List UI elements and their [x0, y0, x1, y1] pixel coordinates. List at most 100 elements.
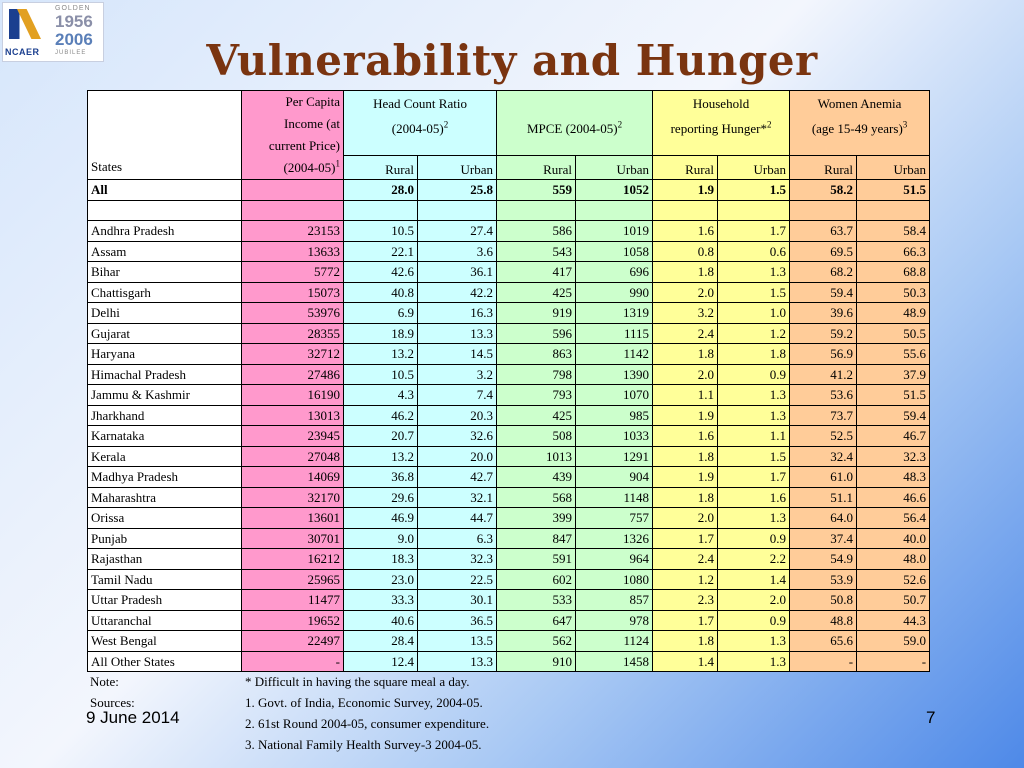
table-row: Kerala 27048 13.2 20.0 1013 1291 1.8 1.5 32.4 32.…	[87, 445, 931, 467]
cell-hh-urban: 2.2	[717, 548, 791, 570]
cell-wa-rural: 69.5	[789, 240, 858, 262]
table-row: Orissa 13601 46.9 44.7 399 757 2.0 1.3 64.0 56.4	[87, 507, 931, 529]
cell-pci: 13633	[241, 240, 344, 262]
cell-hcr-rural: 4.3	[343, 384, 418, 406]
cell-mpce-rural: 1013	[496, 445, 577, 467]
cell-wa-urban: 56.4	[856, 507, 931, 529]
all-hh-urban: 1.5	[717, 179, 791, 201]
cell-hcr-rural: 46.2	[343, 404, 418, 426]
slide-page-number: 7	[926, 708, 936, 727]
cell-hh-rural: 1.8	[652, 445, 719, 467]
cell-hh-rural: 0.8	[652, 240, 719, 262]
cell-hcr-urban: 42.7	[416, 466, 498, 488]
cell-mpce-urban: 1291	[575, 445, 654, 467]
logo-brand: NCAER	[5, 47, 40, 57]
cell-mpce-urban: 964	[575, 548, 654, 570]
table-row: Delhi 53976 6.9 16.3 919 1319 3.2 1.0 39.6 48.9	[87, 302, 931, 324]
cell-hh-urban: 1.5	[717, 281, 791, 303]
cell-hh-rural: 2.0	[652, 281, 719, 303]
cell-hcr-urban: 3.6	[416, 240, 498, 262]
cell-mpce-rural: 417	[496, 261, 577, 283]
cell-mpce-urban: 757	[575, 507, 654, 529]
cell-wa-rural: 48.8	[789, 609, 858, 631]
table-row: All Other States -12.4 13.3 910 1458 1.4 1.3- -	[87, 650, 931, 672]
cell-wa-rural: 68.2	[789, 261, 858, 283]
cell-wa-urban: 52.6	[856, 568, 931, 590]
cell-hcr-urban: 13.5	[416, 630, 498, 652]
slide-date: 9 June 2014	[86, 708, 180, 727]
cell-hcr-rural: 10.5	[343, 220, 418, 242]
cell-hcr-rural: 12.4	[343, 650, 418, 672]
spacer-cell	[652, 199, 719, 221]
cell-hh-rural: 1.7	[652, 527, 719, 549]
logo-year-end: 2006	[55, 30, 93, 49]
table-row: Maharashtra 32170 29.6 32.1 568 1148 1.8 1.6 51.…	[87, 486, 931, 508]
cell-pci: 32170	[241, 486, 344, 508]
cell-state: Punjab	[87, 527, 242, 549]
cell-mpce-urban: 1326	[575, 527, 654, 549]
cell-hh-urban: 1.3	[717, 630, 791, 652]
cell-wa-rural: 32.4	[789, 445, 858, 467]
cell-wa-rural: 64.0	[789, 507, 858, 529]
cell-hcr-urban: 32.6	[416, 425, 498, 447]
header-states: States	[87, 90, 242, 180]
cell-wa-rural: 63.7	[789, 220, 858, 242]
cell-hh-urban: 1.6	[717, 486, 791, 508]
header-wa-line1: Women Anemia	[817, 96, 902, 111]
cell-state: Bihar	[87, 261, 242, 283]
logo-jubilee: JUBILEE	[55, 50, 87, 56]
cell-wa-rural: 39.6	[789, 302, 858, 324]
cell-pci: 11477	[241, 589, 344, 611]
table-subheader-row: Rural Urban Rural Urban Rural Urban Rura…	[88, 155, 931, 180]
subheader-hcr-urban: Urban	[416, 155, 498, 180]
cell-hcr-urban: 20.0	[416, 445, 498, 467]
cell-mpce-urban: 1033	[575, 425, 654, 447]
cell-hcr-urban: 22.5	[416, 568, 498, 590]
cell-hcr-urban: 32.1	[416, 486, 498, 508]
cell-mpce-rural: 602	[496, 568, 577, 590]
spacer-cell	[241, 199, 344, 221]
cell-hh-rural: 1.8	[652, 630, 719, 652]
header-states-label: States	[91, 159, 123, 174]
cell-hh-urban: 1.5	[717, 445, 791, 467]
cell-wa-urban: 50.7	[856, 589, 931, 611]
table-row: Madhya Pradesh 14069 36.8 42.7 439 904 1.9 1.7 6…	[87, 466, 931, 488]
cell-wa-urban: 32.3	[856, 445, 931, 467]
cell-wa-urban: 48.3	[856, 466, 931, 488]
cell-hcr-urban: 36.1	[416, 261, 498, 283]
cell-state: Maharashtra	[87, 486, 242, 508]
cell-state: West Bengal	[87, 630, 242, 652]
cell-hh-urban: 1.4	[717, 568, 791, 590]
cell-mpce-urban: 985	[575, 404, 654, 426]
cell-hcr-urban: 13.3	[416, 650, 498, 672]
cell-mpce-rural: 863	[496, 343, 577, 365]
cell-pci: 25965	[241, 568, 344, 590]
header-per-capita-line3: current Price)	[268, 138, 340, 153]
cell-mpce-urban: 857	[575, 589, 654, 611]
cell-state: Madhya Pradesh	[87, 466, 242, 488]
cell-wa-urban: 44.3	[856, 609, 931, 631]
cell-state: Karnataka	[87, 425, 242, 447]
cell-pci: 16212	[241, 548, 344, 570]
spacer-cell	[496, 199, 577, 221]
cell-hh-rural: 2.0	[652, 507, 719, 529]
cell-state: All Other States	[87, 650, 242, 672]
subheader-mpce-urban: Urban	[575, 155, 654, 180]
header-women-anemia: Women Anemia (age 15-49 years)3	[789, 89, 931, 157]
cell-hh-rural: 1.4	[652, 650, 719, 672]
cell-pci: 13013	[241, 404, 344, 426]
cell-mpce-urban: 904	[575, 466, 654, 488]
spacer-cell	[856, 199, 931, 221]
cell-state: Gujarat	[87, 322, 242, 344]
note-text: * Difficult in having the square meal a …	[245, 674, 470, 689]
header-wa-line2: (age 15-49 years)3	[811, 119, 908, 136]
cell-state: Assam	[87, 240, 242, 262]
all-wa-rural: 58.2	[789, 179, 858, 201]
cell-state: Orissa	[87, 507, 242, 529]
cell-wa-urban: 55.6	[856, 343, 931, 365]
table-row: Rajasthan 16212 18.3 32.3 591 964 2.4 2.2 54.9 48…	[87, 548, 931, 570]
cell-pci: 15073	[241, 281, 344, 303]
cell-hh-rural: 1.9	[652, 404, 719, 426]
cell-hcr-urban: 20.3	[416, 404, 498, 426]
cell-hcr-urban: 27.4	[416, 220, 498, 242]
